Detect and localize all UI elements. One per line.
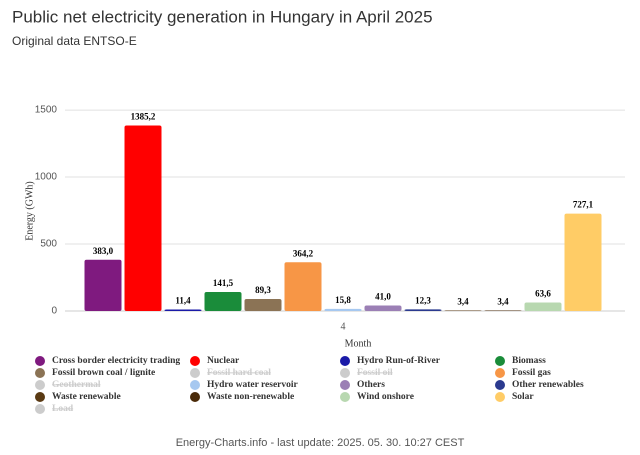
legend-label: Fossil hard coal bbox=[207, 368, 271, 378]
legend-marker bbox=[340, 392, 350, 402]
data-label: 3,4 bbox=[457, 297, 469, 307]
bar bbox=[365, 306, 402, 311]
data-label: 11,4 bbox=[175, 296, 191, 306]
bar bbox=[125, 125, 162, 311]
y-tick-label: 1000 bbox=[35, 172, 58, 183]
data-label: 15,8 bbox=[335, 295, 351, 305]
legend-label: Wind onshore bbox=[357, 392, 414, 402]
legend-label: Load bbox=[52, 404, 74, 414]
legend-marker bbox=[340, 368, 350, 378]
legend-label: Hydro Run-of-River bbox=[357, 356, 441, 366]
data-label: 3,4 bbox=[497, 297, 509, 307]
legend-label: Hydro water reservoir bbox=[207, 380, 299, 390]
bar bbox=[245, 299, 282, 311]
y-tick-label: 1500 bbox=[35, 105, 58, 116]
legend-label: Fossil brown coal / lignite bbox=[52, 368, 155, 378]
x-tick-label: 4 bbox=[341, 321, 346, 332]
bar bbox=[405, 309, 442, 311]
chart-subtitle: Original data ENTSO-E bbox=[12, 34, 137, 48]
data-label: 727,1 bbox=[573, 200, 594, 210]
bar bbox=[85, 260, 122, 311]
legend-marker bbox=[190, 368, 200, 378]
legend-marker bbox=[190, 392, 200, 402]
legend-marker bbox=[35, 356, 45, 366]
footer: Energy-Charts.info - last update: 2025. … bbox=[176, 437, 465, 449]
legend-label: Nuclear bbox=[207, 356, 240, 366]
data-label: 63,6 bbox=[535, 289, 551, 299]
data-label: 1385,2 bbox=[131, 112, 156, 122]
legend-label: Solar bbox=[512, 392, 534, 402]
legend-marker bbox=[340, 380, 350, 390]
legend-label: Others bbox=[357, 380, 385, 390]
data-label: 12,3 bbox=[415, 295, 431, 305]
legend-label: Waste renewable bbox=[52, 392, 121, 402]
legend-label: Waste non-renewable bbox=[207, 392, 294, 402]
y-tick-label: 500 bbox=[40, 239, 57, 250]
data-label: 141,5 bbox=[213, 278, 234, 288]
data-label: 383,0 bbox=[93, 246, 114, 256]
legend-label: Cross border electricity trading bbox=[52, 356, 180, 366]
bar bbox=[285, 262, 322, 311]
legend-marker bbox=[35, 404, 45, 414]
data-label: 41,0 bbox=[375, 292, 391, 302]
legend-marker bbox=[495, 368, 505, 378]
y-tick-label: 0 bbox=[51, 306, 57, 317]
legend-marker bbox=[190, 380, 200, 390]
data-label: 89,3 bbox=[255, 285, 271, 295]
x-axis-label: Month bbox=[345, 338, 372, 349]
legend-marker bbox=[190, 356, 200, 366]
legend-marker bbox=[35, 368, 45, 378]
legend-marker bbox=[495, 392, 505, 402]
bar bbox=[205, 292, 242, 311]
legend-label: Fossil gas bbox=[512, 368, 551, 378]
data-label: 364,2 bbox=[293, 248, 314, 258]
legend-label: Biomass bbox=[512, 356, 546, 366]
legend-marker bbox=[495, 380, 505, 390]
legend-marker bbox=[495, 356, 505, 366]
bar bbox=[325, 309, 362, 311]
bar bbox=[525, 302, 562, 311]
legend-marker bbox=[35, 380, 45, 390]
legend-label: Geothermal bbox=[52, 380, 101, 390]
legend-label: Fossil oil bbox=[357, 368, 393, 378]
y-axis-label: Energy (GWh) bbox=[24, 181, 35, 241]
legend-marker bbox=[35, 392, 45, 402]
bar bbox=[165, 309, 202, 311]
chart-title: Public net electricity generation in Hun… bbox=[12, 7, 433, 26]
bar bbox=[565, 214, 602, 311]
legend-label: Other renewables bbox=[512, 380, 584, 390]
legend-marker bbox=[340, 356, 350, 366]
